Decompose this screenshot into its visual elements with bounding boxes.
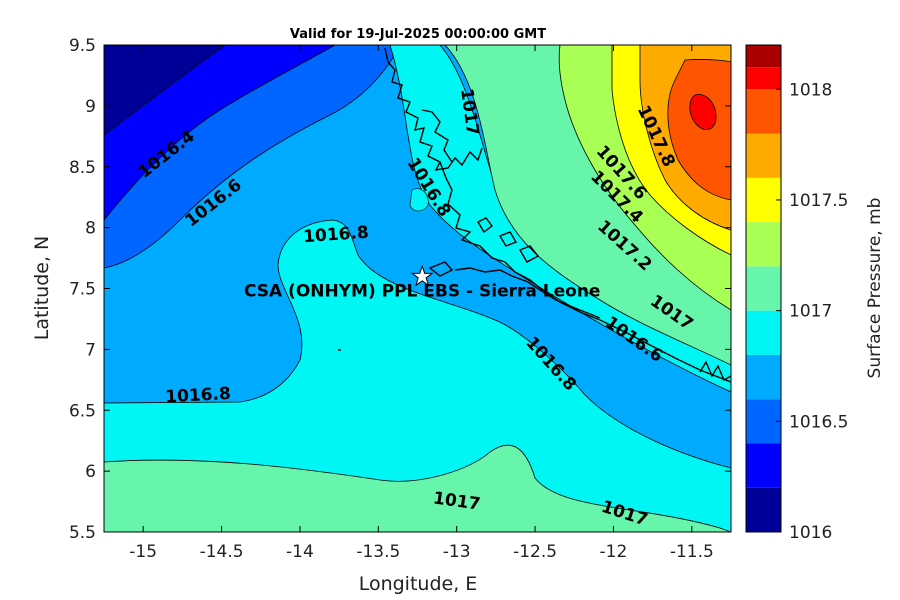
band-1016-8-south: [104, 219, 731, 532]
y-tick-label: 8.5: [69, 158, 96, 178]
y-tick-label: 7: [85, 340, 96, 360]
colorbar-frame: [745, 44, 782, 533]
band-1017-0-south: [104, 444, 731, 532]
colorbar: [746, 45, 781, 532]
y-tick-label: 7.5: [69, 280, 96, 300]
colorbar-swatch: [746, 399, 781, 444]
band-1017-8: [667, 59, 731, 201]
site-star-icon: [410, 264, 434, 287]
colorbar-swatch: [746, 45, 781, 68]
x-tick-label: -13: [443, 542, 471, 562]
x-tick-label: -12.5: [513, 542, 557, 562]
y-axis-ticks: 5.5 6 6.5 7 7.5 8 8.5 9 9.5: [69, 36, 731, 543]
coastline: [338, 47, 731, 383]
colorbar-swatch: [746, 133, 781, 178]
x-axis-ticks: -15 -14.5 -14 -13.5 -13 -12.5 -12 -11.5: [129, 45, 714, 562]
colorbar-swatch: [746, 177, 781, 223]
colorbar-swatch: [746, 310, 781, 355]
colorbar-ticks: 1016 1016.5 1017 1017.5 1018: [776, 80, 848, 543]
map-title: Valid for 19-Jul-2025 00:00:00 GMT: [290, 27, 546, 42]
colorbar-tick-label: 1017: [789, 302, 832, 322]
y-tick-label: 8: [85, 219, 96, 239]
x-tick-label: -13.5: [356, 542, 400, 562]
y-tick-label: 5.5: [69, 523, 96, 543]
colorbar-swatch: [746, 67, 781, 90]
x-axis-label: Longitude, E: [359, 573, 478, 595]
x-tick-label: -12: [600, 542, 628, 562]
y-axis-label: Latitude, N: [31, 236, 53, 341]
x-tick-label: -15: [129, 542, 157, 562]
y-tick-label: 9: [85, 97, 96, 117]
colorbar-tick-label: 1016.5: [789, 412, 848, 432]
colorbar-tick-label: 1016: [789, 523, 832, 543]
x-tick-label: -14: [286, 542, 314, 562]
colorbar-swatch: [746, 89, 781, 134]
colorbar-swatch: [746, 487, 781, 532]
colorbar-swatch: [746, 266, 781, 311]
band-1018-0: [689, 94, 717, 131]
colorbar-swatch: [746, 222, 781, 267]
colorbar-tick-label: 1018: [789, 80, 832, 100]
band-1016-0: [104, 45, 226, 136]
x-tick-label: -14.5: [200, 542, 244, 562]
contour-label: 1016.8: [165, 384, 232, 407]
site-label: CSA (ONHYM) PPL EBS - Sierra Leone: [244, 281, 601, 301]
colorbar-label: Surface Pressure, mb: [865, 198, 885, 379]
contour-label: 1016.8: [303, 223, 370, 248]
colorbar-swatch: [746, 443, 781, 488]
y-tick-label: 6.5: [69, 401, 96, 421]
x-tick-label: -11.5: [670, 542, 714, 562]
band-1016-8-blob: [409, 188, 429, 212]
y-tick-label: 6: [85, 462, 96, 482]
colorbar-swatch: [746, 354, 781, 400]
colorbar-tick-label: 1017.5: [789, 191, 848, 211]
y-tick-label: 9.5: [69, 36, 96, 56]
